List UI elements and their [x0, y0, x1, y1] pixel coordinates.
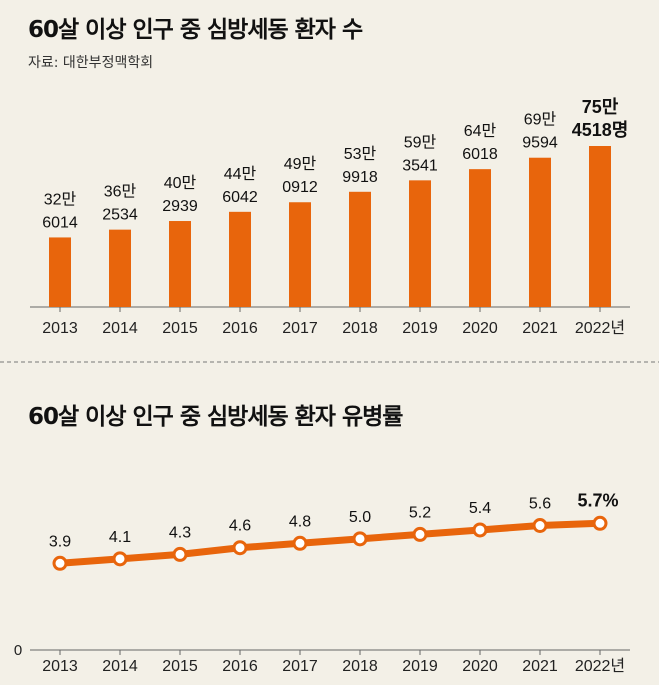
bar-label-line2: 6014 — [42, 214, 78, 231]
bar-x-tick-label: 2018 — [342, 320, 378, 337]
line-point-2016 — [232, 540, 248, 556]
bar-2014 — [109, 229, 131, 307]
line-data-label: 5.4 — [469, 500, 491, 517]
line-y-tick-label: 0 — [14, 642, 22, 659]
line-data-label: 4.6 — [229, 518, 251, 535]
bar-label-line2: 9918 — [342, 169, 378, 186]
source-note: 자료: 대한부정맥학회 — [28, 55, 154, 71]
bar-2022년 — [589, 146, 611, 307]
bar-2020 — [469, 169, 491, 307]
bar-2021 — [529, 157, 551, 307]
bar-2019 — [409, 180, 431, 307]
bar-label-line2: 2534 — [102, 207, 138, 224]
bar-2016 — [229, 211, 251, 307]
line-x-tick-label: 2017 — [282, 658, 318, 675]
bar-label-line2: 6018 — [462, 146, 498, 163]
line-data-label: 5.2 — [409, 504, 431, 521]
bar-2015 — [169, 221, 191, 307]
line-data-label: 5.0 — [349, 509, 371, 526]
bar-x-tick-label: 2020 — [462, 320, 498, 337]
bar-2013 — [49, 237, 71, 307]
line-x-tick-label: 2016 — [222, 658, 258, 675]
line-x-tick-label: 2022년 — [575, 657, 625, 675]
line-point-2019 — [412, 526, 428, 542]
bar-label-line1: 44만 — [224, 165, 257, 183]
bar-x-tick-label: 2017 — [282, 320, 318, 337]
bar-label-line2: 6042 — [222, 189, 258, 206]
bar-x-tick-label: 2022년 — [575, 319, 625, 337]
line-x-tick-label: 2019 — [402, 658, 438, 675]
bar-label-line1: 40만 — [164, 174, 197, 192]
bar-label-line1: 69만 — [524, 111, 557, 129]
line-data-label: 4.8 — [289, 513, 311, 530]
line-data-label: 3.9 — [49, 533, 71, 550]
bar-chart-title: 60살 이상 인구 중 심방세동 환자 수 — [28, 17, 363, 43]
line-point-2022년 — [592, 515, 608, 531]
bar-x-tick-label: 2019 — [402, 320, 438, 337]
bar-x-tick-label: 2016 — [222, 320, 258, 337]
line-point-2013 — [52, 555, 68, 571]
bar-label-line2: 9594 — [522, 135, 558, 152]
line-point-2018 — [352, 531, 368, 547]
bar-label-line1: 53만 — [344, 145, 377, 163]
bar-label-line1: 64만 — [464, 122, 497, 140]
line-point-2015 — [172, 546, 188, 562]
line-x-tick-label: 2020 — [462, 658, 498, 675]
line-data-label: 4.3 — [169, 524, 191, 541]
bar-label-line2: 4518명 — [572, 120, 629, 140]
bar-2018 — [349, 191, 371, 307]
line-point-2017 — [292, 535, 308, 551]
bar-label-line1: 75만 — [582, 97, 619, 117]
line-x-tick-label: 2013 — [42, 658, 78, 675]
bar-label-line1: 36만 — [104, 183, 137, 201]
line-x-tick-label: 2018 — [342, 658, 378, 675]
line-series — [59, 519, 601, 567]
bar-label-line2: 0912 — [282, 179, 318, 196]
line-point-2014 — [112, 551, 128, 567]
line-x-tick-label: 2014 — [102, 658, 138, 675]
line-point-2020 — [472, 522, 488, 538]
bar-label-line2: 2939 — [162, 198, 198, 215]
line-data-label: 4.1 — [109, 529, 131, 546]
bar-label-line1: 49만 — [284, 155, 317, 173]
bar-x-tick-label: 2013 — [42, 320, 78, 337]
line-x-tick-label: 2021 — [522, 658, 558, 675]
bar-x-tick-label: 2014 — [102, 320, 138, 337]
line-x-tick-label: 2015 — [162, 658, 198, 675]
bar-label-line2: 3541 — [402, 157, 438, 174]
line-chart-title: 60살 이상 인구 중 심방세동 환자 유병률 — [28, 404, 403, 430]
line-point-2021 — [532, 518, 548, 534]
bar-x-tick-label: 2015 — [162, 320, 198, 337]
bar-label-line1: 59만 — [404, 133, 437, 151]
line-data-label: 5.7% — [577, 490, 618, 510]
bar-2017 — [289, 202, 311, 307]
bar-x-tick-label: 2021 — [522, 320, 558, 337]
bar-label-line1: 32만 — [44, 190, 77, 208]
line-data-label: 5.6 — [529, 496, 551, 513]
